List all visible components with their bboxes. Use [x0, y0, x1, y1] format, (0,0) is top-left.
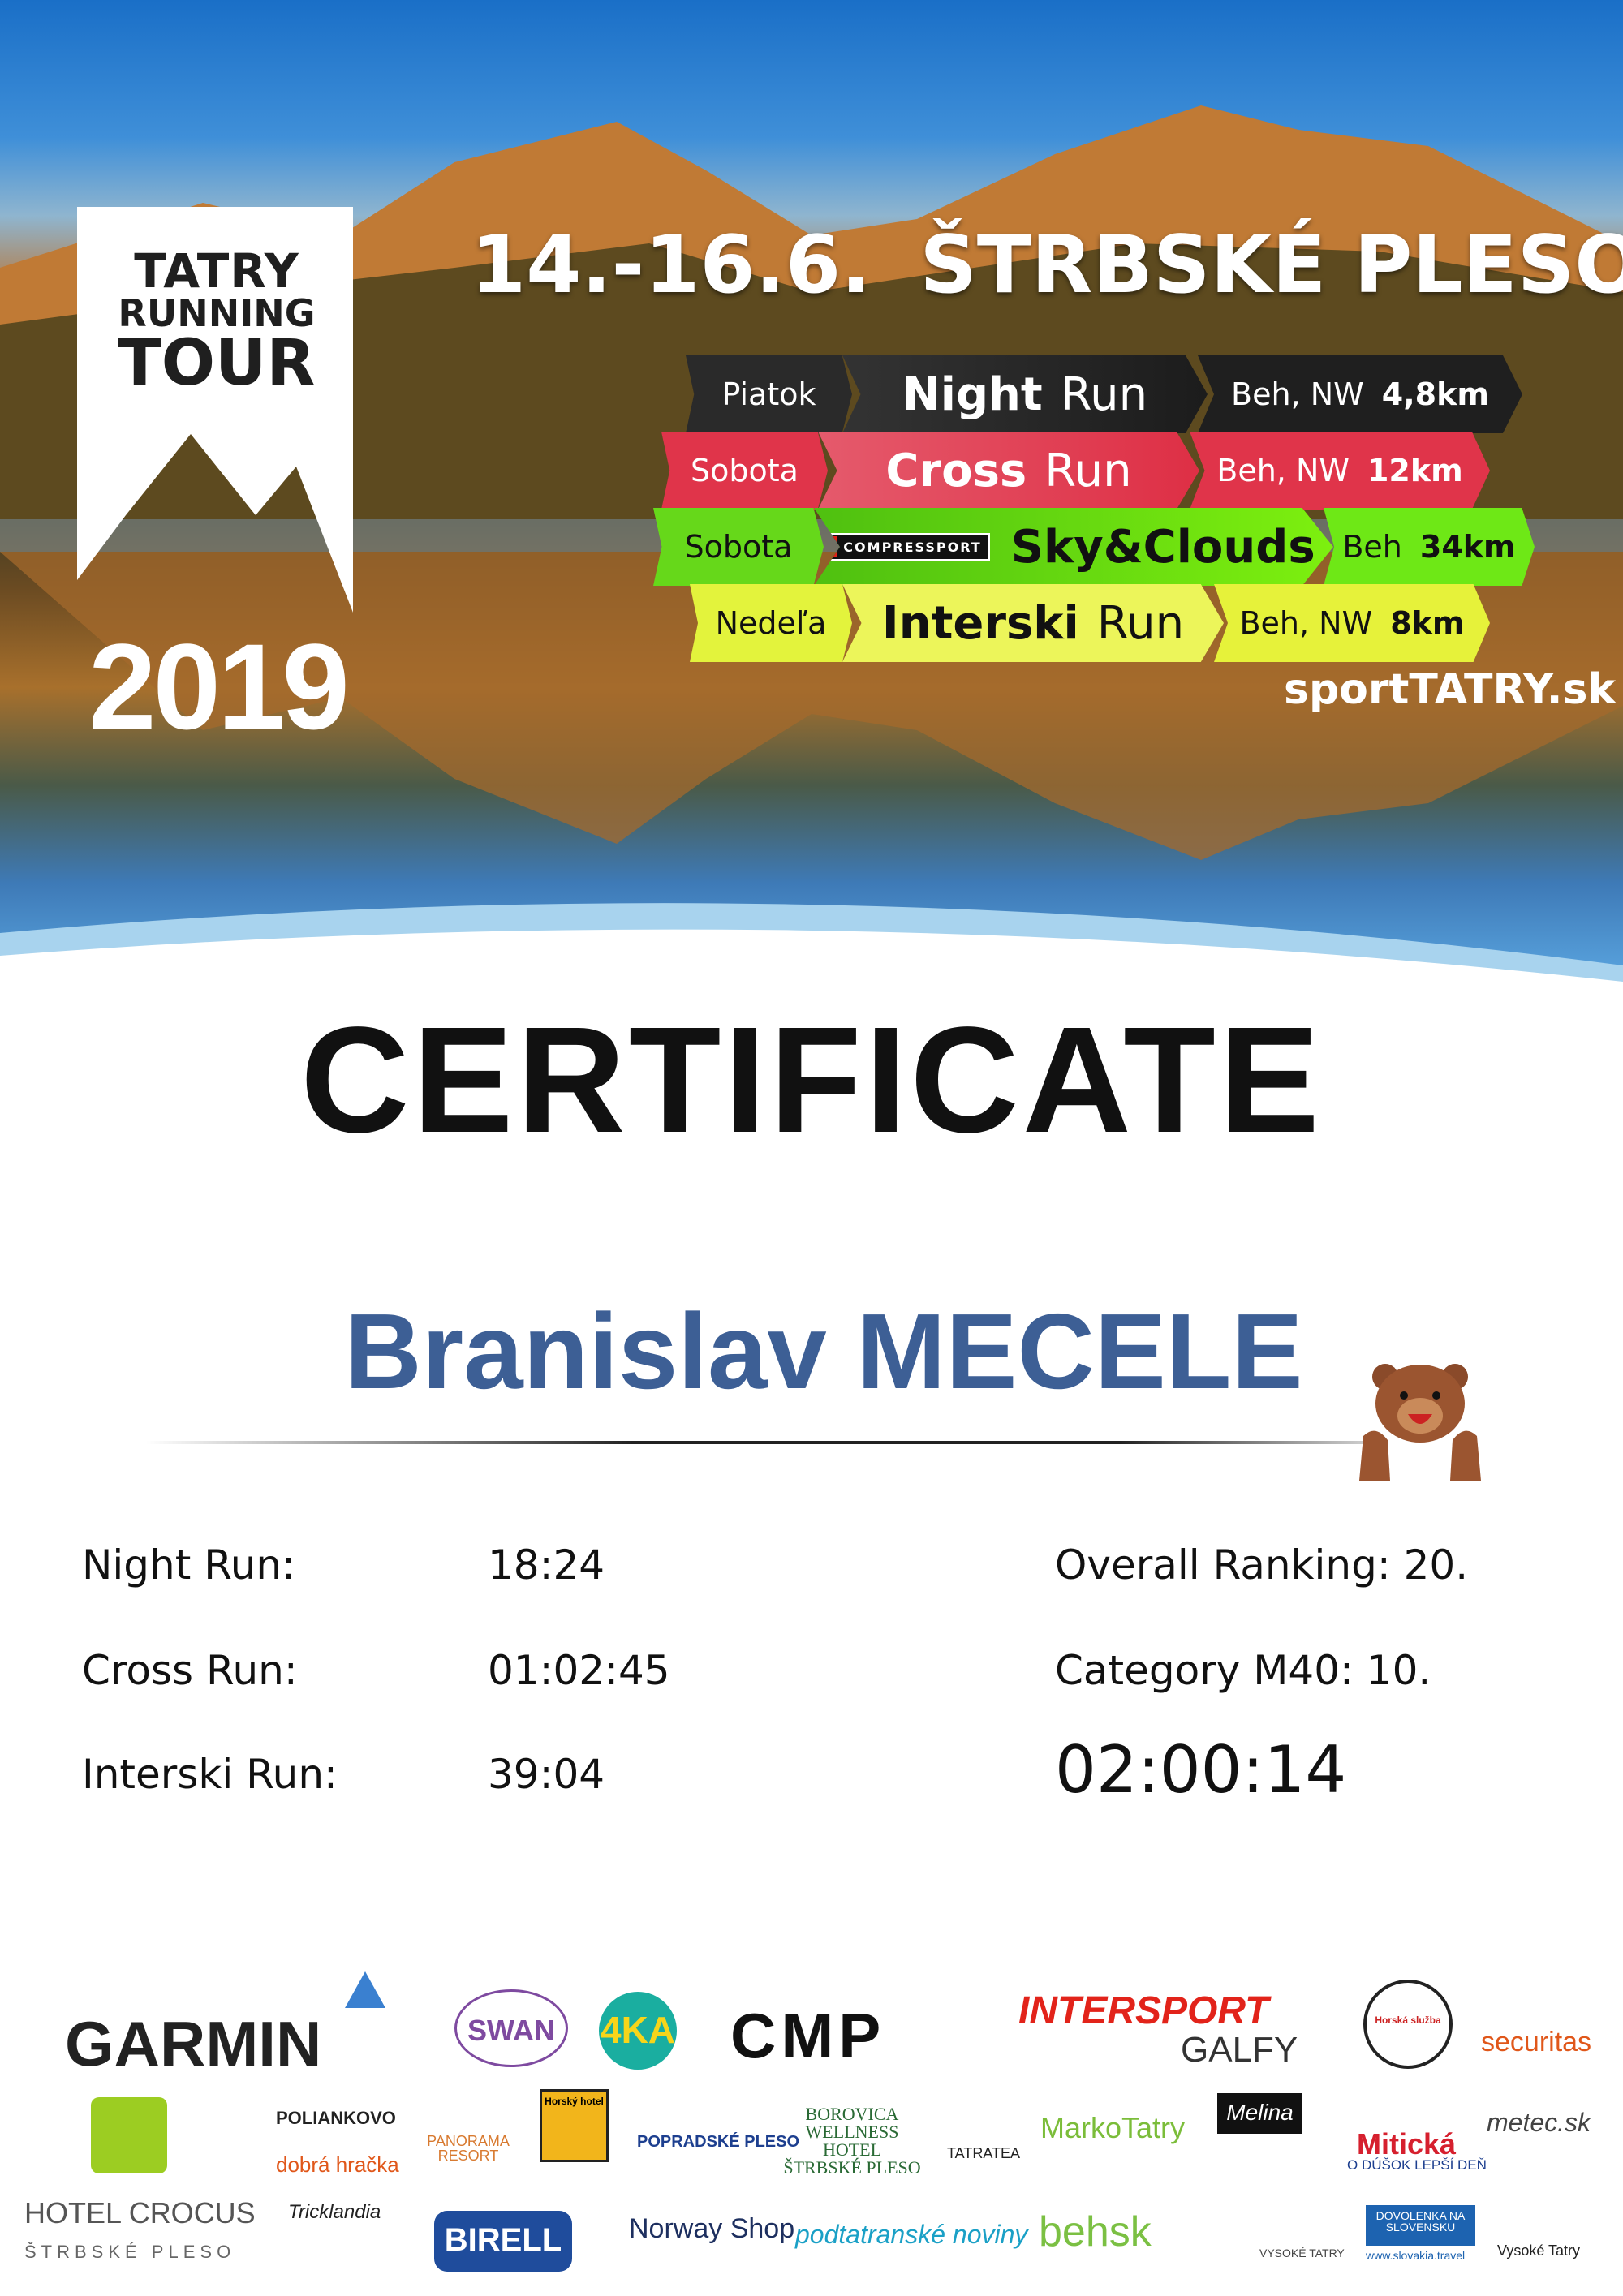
wave-divider: [0, 903, 1623, 982]
sponsor-vysoke-tatry-region: VYSOKÉ TATRY: [1259, 2247, 1345, 2259]
bear-mascot-icon: [1359, 1364, 1481, 1481]
sponsor-text: COMPRESSPORT: [843, 539, 982, 555]
sponsor-birell: BIRELL: [434, 2211, 572, 2272]
race-day: Nedeľa: [690, 584, 852, 662]
cross-run-time: 01:02:45: [488, 1647, 670, 1694]
race-name-bold: Sky&Clouds: [1010, 520, 1315, 574]
sponsor-melina: Melina: [1217, 2093, 1302, 2134]
sponsor-poliankovo: POLIANKOVO: [276, 2108, 396, 2128]
race-type: Beh, NW: [1239, 605, 1373, 641]
race-name: Cross Run: [818, 432, 1199, 510]
race-name: Interski Run: [842, 584, 1224, 662]
sponsor-miticka: Mitická: [1357, 2127, 1457, 2161]
sponsor-tricklandia: Tricklandia: [288, 2201, 381, 2223]
race-km: 8km: [1390, 605, 1465, 641]
race-distance: Beh, NW 12km: [1190, 432, 1490, 510]
logo-line-3: TOUR: [118, 327, 316, 400]
race-km: 12km: [1367, 453, 1463, 488]
race-km: 4,8km: [1381, 376, 1489, 412]
sponsor-metec: metec.sk: [1487, 2108, 1591, 2137]
total-time: 02:00:14: [1055, 1732, 1347, 1808]
name-underline: [146, 1441, 1363, 1444]
race-name-rest: Run: [1044, 444, 1132, 497]
sponsor-horsky-hotel: Horský hotel: [540, 2089, 609, 2162]
race-name-bold: Night: [902, 368, 1043, 421]
sponsor-vysoke-tatry: Vysoké Tatry: [1497, 2242, 1581, 2259]
logo-line-1: TATRY: [134, 243, 299, 299]
race-distance: Beh, NW 8km: [1214, 584, 1490, 662]
sponsor-4ka: 4KA: [599, 1992, 677, 2070]
sponsor-behsk: behsk: [1039, 2208, 1152, 2255]
sponsor-hotel-crocus-location: ŠTRBSKÉ PLESO: [24, 2242, 236, 2262]
race-day: Sobota: [661, 432, 828, 510]
sponsor-norway-shop: Norway Shop: [629, 2213, 795, 2244]
hotel-crocus-logo-icon: [91, 2097, 167, 2173]
race-name: COMPRESSPORT Sky&Clouds: [814, 508, 1333, 586]
sponsor-popradske-pleso: POPRADSKÉ PLESO: [637, 2133, 800, 2151]
race-name-rest: Run: [1060, 368, 1148, 421]
race-distance: Beh, NW 4,8km: [1198, 355, 1522, 433]
sponsor-tatratea: TATRATEA: [947, 2145, 1020, 2161]
event-dates: 14.-16.6.: [471, 219, 872, 312]
race-ribbon-night-run: Piatok Night Run Beh, NW 4,8km: [686, 355, 1522, 433]
cross-run-label: Cross Run:: [82, 1647, 298, 1694]
tatry-running-tour-logo: [77, 207, 353, 613]
race-type: Beh, NW: [1231, 376, 1364, 412]
race-distance: Beh 34km: [1324, 508, 1535, 586]
race-type: Beh: [1342, 529, 1402, 565]
website-link[interactable]: sportTATRY.sk: [1284, 665, 1617, 714]
sponsor-galfy: GALFY: [1181, 2030, 1298, 2070]
sponsor-hotel-crocus: HOTEL CROCUS: [24, 2196, 256, 2229]
sponsor-dobra-hracka: dobrá hračka: [276, 2152, 399, 2177]
event-location: ŠTRBSKÉ PLESO: [919, 219, 1623, 312]
certificate-title: CERTIFICATE: [300, 996, 1323, 1164]
sponsor-dovolenka: DOVOLENKA NA SLOVENSKU: [1366, 2205, 1475, 2246]
interski-run-label: Interski Run:: [82, 1751, 338, 1798]
sponsor-horska-sluzba: Horská služba: [1363, 1980, 1453, 2069]
sponsor-swan: SWAN: [454, 1989, 568, 2067]
sponsor-intersport: INTERSPORT: [1018, 1989, 1269, 2032]
night-run-time: 18:24: [488, 1541, 605, 1589]
garmin-triangle-icon: [345, 1971, 385, 2008]
sponsor-markotatry: MarkoTatry: [1040, 2111, 1186, 2144]
race-name-rest: Run: [1096, 596, 1185, 650]
sponsor-cmp: CMP: [730, 2000, 886, 2071]
sponsor-podtatranske: podtatranské noviny: [795, 2220, 1028, 2249]
sponsor-slovakia-travel: www.slovakia.travel: [1366, 2249, 1466, 2262]
participant-name: Branislav MECELE: [344, 1292, 1303, 1411]
sponsor-miticka-tagline: O DÚŠOK LEPŠÍ DEŇ: [1347, 2157, 1487, 2173]
sponsor-borovica: BOROVICA WELLNESS HOTEL ŠTRBSKÉ PLESO: [783, 2104, 921, 2178]
race-name: Night Run: [842, 355, 1208, 433]
interski-run-time: 39:04: [488, 1751, 605, 1798]
race-name-bold: Interski: [881, 596, 1079, 650]
race-day: Sobota: [653, 508, 824, 586]
event-banner: TATRY RUNNING TOUR 2019 14.-16.6. ŠTRBSKÉ…: [0, 0, 1623, 982]
logo-line-2: RUNNING: [118, 291, 316, 335]
race-ribbon-interski-run: Nedeľa Interski Run Beh, NW 8km: [690, 584, 1490, 662]
race-name-bold: Cross: [885, 444, 1027, 497]
event-headline: 14.-16.6. ŠTRBSKÉ PLESO: [471, 219, 1623, 312]
sponsor-panorama: PANORAMA RESORT: [427, 2133, 510, 2164]
race-day: Piatok: [686, 355, 852, 433]
sponsor-securitas: securitas: [1481, 2027, 1592, 2057]
category-ranking: Category M40: 10.: [1055, 1647, 1431, 1694]
overall-ranking: Overall Ranking: 20.: [1055, 1541, 1469, 1589]
race-ribbon-cross-run: Sobota Cross Run Beh, NW 12km: [661, 432, 1490, 510]
compressport-logo: COMPRESSPORT: [814, 533, 990, 561]
night-run-label: Night Run:: [82, 1541, 295, 1589]
logo-text: TATRY RUNNING TOUR: [91, 247, 342, 395]
race-ribbon-sky-clouds: Sobota COMPRESSPORT Sky&Clouds Beh 34km: [653, 508, 1535, 586]
race-type: Beh, NW: [1216, 453, 1350, 488]
sponsor-garmin: GARMIN: [65, 2008, 322, 2079]
race-km: 34km: [1419, 529, 1516, 565]
event-year: 2019: [88, 618, 350, 755]
